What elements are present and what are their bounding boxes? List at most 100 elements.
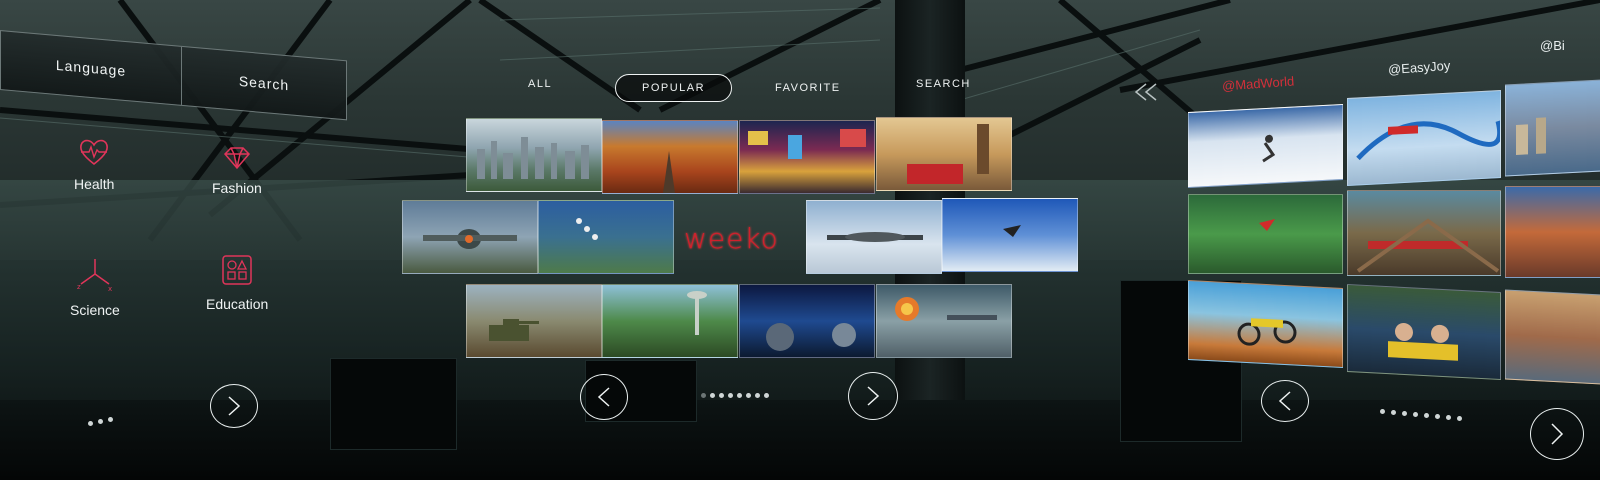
svg-text:z: z: [77, 283, 81, 291]
page-dot[interactable]: [1413, 412, 1418, 417]
svg-text:x: x: [108, 285, 112, 292]
page-dot[interactable]: [1402, 411, 1407, 416]
air-combat-explosion-image: [895, 297, 997, 321]
dark-display-box: [330, 358, 457, 450]
video-thumbnail[interactable]: [402, 200, 538, 274]
autumn-forest-image: [663, 151, 675, 193]
video-thumbnail[interactable]: [466, 284, 602, 358]
category-health[interactable]: Health: [74, 138, 114, 192]
user-tab-bi[interactable]: @Bi: [1540, 38, 1565, 53]
video-thumbnail[interactable]: [1188, 279, 1343, 369]
video-thumbnail[interactable]: [1505, 79, 1600, 177]
prev-page-button[interactable]: [1261, 380, 1309, 422]
video-thumbnail[interactable]: [876, 284, 1012, 358]
category-label: Fashion: [212, 180, 262, 196]
tab-label: ALL: [528, 78, 553, 90]
page-dot[interactable]: [108, 417, 113, 422]
next-page-button[interactable]: [210, 384, 258, 428]
category-science[interactable]: z x Science: [70, 256, 120, 318]
skier-image: [1262, 134, 1276, 163]
page-dot[interactable]: [1435, 414, 1440, 419]
back-button[interactable]: [1132, 82, 1160, 107]
prev-page-button[interactable]: [580, 374, 628, 420]
city-skyline-image: [477, 137, 589, 179]
tab-label: FAVORITE: [775, 82, 841, 94]
page-dot[interactable]: [1446, 415, 1451, 420]
video-thumbnail[interactable]: [1188, 103, 1343, 189]
space-scene-image: [766, 323, 856, 351]
category-label: Health: [74, 176, 115, 192]
page-dot[interactable]: [1457, 416, 1462, 421]
xyz-axes-icon: z x: [77, 259, 112, 292]
fantasy-landscape-image: [687, 291, 707, 335]
diamond-icon: [223, 147, 250, 170]
weeko-logo: weeko: [684, 222, 779, 255]
tab-all[interactable]: ALL: [528, 78, 552, 90]
video-thumbnail[interactable]: [739, 120, 875, 194]
london-big-ben-image: [907, 124, 989, 184]
floor: [0, 400, 1600, 480]
page-dot[interactable]: [737, 393, 742, 398]
propeller-plane-clouds-image: [827, 232, 923, 242]
tab-label: POPULAR: [642, 82, 706, 94]
video-thumbnail[interactable]: [1188, 194, 1343, 274]
page-dot[interactable]: [1424, 413, 1429, 418]
page-dot[interactable]: [710, 393, 715, 398]
page-dot[interactable]: [764, 393, 769, 398]
video-thumbnail[interactable]: [1505, 186, 1600, 278]
battle-tanks-image: [489, 319, 539, 341]
tab-label: SEARCH: [916, 78, 971, 90]
video-thumbnail[interactable]: [538, 200, 674, 274]
video-thumbnail[interactable]: [876, 117, 1012, 191]
video-thumbnail[interactable]: [602, 284, 738, 358]
search-label: Search: [238, 72, 290, 94]
video-thumbnail[interactable]: [739, 284, 875, 358]
page-dot[interactable]: [1391, 410, 1396, 415]
language-label: Language: [55, 56, 127, 80]
video-thumbnail[interactable]: [466, 118, 602, 192]
wingsuit-canyon-image: [1259, 219, 1275, 231]
coastal-city-image: [1516, 117, 1546, 155]
vintage-fighter-plane-image: [423, 229, 517, 249]
category-fashion[interactable]: Fashion: [212, 146, 262, 196]
page-dot[interactable]: [98, 419, 103, 424]
next-page-button[interactable]: [848, 372, 898, 420]
next-page-button[interactable]: [1530, 408, 1584, 460]
chevron-right-icon: [867, 386, 880, 406]
page-dot[interactable]: [728, 393, 733, 398]
category-label: Science: [70, 302, 120, 318]
chevron-left-icon: [1278, 391, 1291, 411]
shapes-icon: [222, 255, 252, 285]
chevron-left-icon: [597, 387, 610, 407]
roller-coaster-blue-image: [1356, 120, 1501, 161]
video-thumbnail[interactable]: [602, 120, 738, 194]
user-tab-label: @Bi: [1540, 38, 1565, 53]
video-thumbnail[interactable]: [1505, 289, 1600, 385]
category-label: Education: [206, 296, 269, 312]
double-chevron-left-icon: [1134, 83, 1157, 101]
page-dot[interactable]: [719, 393, 724, 398]
video-thumbnail[interactable]: [806, 200, 942, 274]
coaster-riders-image: [1388, 322, 1458, 361]
tab-favorite[interactable]: FAVORITE: [775, 82, 841, 94]
motocross-image: [1237, 318, 1297, 346]
page-dot[interactable]: [88, 421, 93, 426]
tab-search[interactable]: SEARCH: [916, 78, 971, 90]
video-thumbnail[interactable]: [1347, 89, 1501, 187]
category-education[interactable]: Education: [206, 254, 268, 312]
heart-pulse-icon: [80, 139, 109, 166]
video-thumbnail[interactable]: [1347, 190, 1501, 276]
times-square-image: [748, 129, 866, 159]
video-thumbnail[interactable]: [942, 198, 1078, 272]
video-thumbnail[interactable]: [1347, 283, 1501, 381]
page-dot[interactable]: [755, 393, 760, 398]
wingsuit-flyer-image: [1003, 225, 1021, 237]
roller-coaster-wooden-image: [1356, 218, 1500, 273]
page-dot[interactable]: [746, 393, 751, 398]
chevron-right-icon: [228, 396, 241, 416]
chevron-right-icon: [1551, 423, 1564, 445]
page-dot[interactable]: [701, 393, 706, 398]
page-dot[interactable]: [1380, 409, 1385, 414]
tab-popular[interactable]: POPULAR: [615, 74, 733, 102]
skydivers-formation-image: [576, 218, 598, 240]
